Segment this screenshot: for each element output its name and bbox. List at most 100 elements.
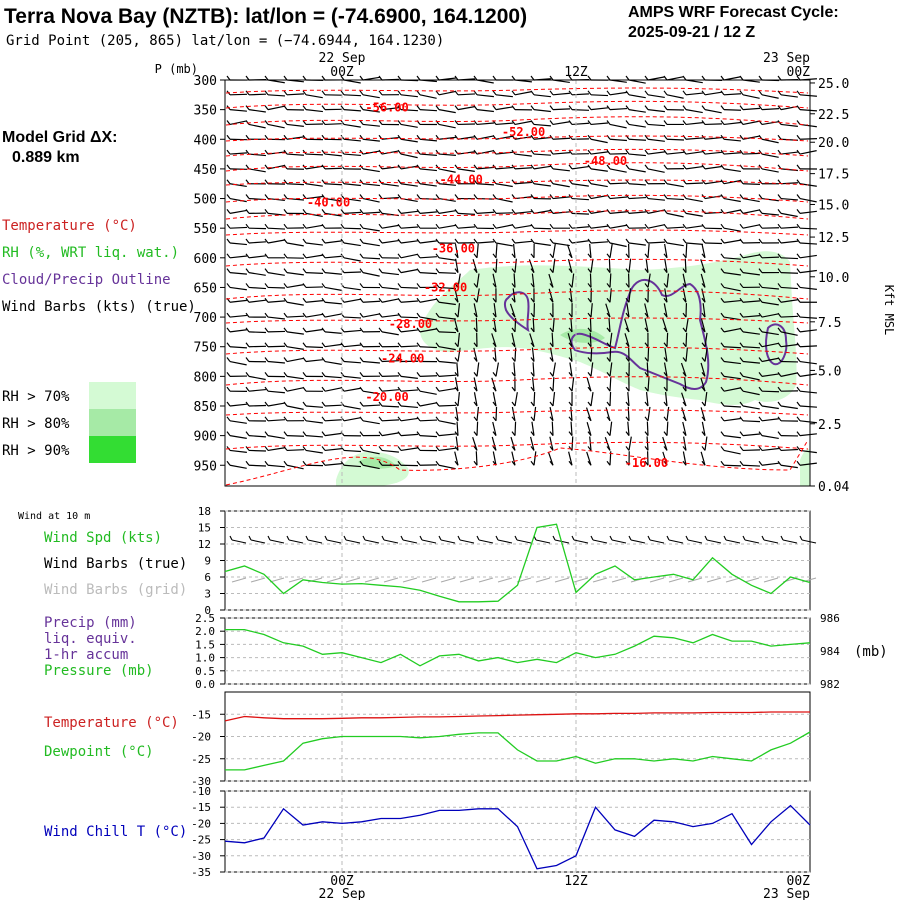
wind-barb-10m [479,540,493,543]
wind-barb-10m-flag [420,536,422,540]
wind-barb [306,347,323,348]
wind-barb-flag [398,254,401,258]
wind-barb-flag [778,432,781,436]
wind-barb-flag [740,76,743,80]
wind-barb-flag [702,239,705,243]
wind-barb-10m [384,540,398,543]
wind-barb-10m [536,540,550,543]
height-tick-label: 17.5 [818,168,849,183]
wind-barb [363,151,380,154]
legend-temperature-2m: Temperature (°C) [44,715,179,731]
wind-barb [439,110,456,113]
wind-barb [781,124,798,126]
wind-barb-10m [669,540,683,543]
wind-barb-flag [550,239,553,243]
wind-barb-10m [764,540,778,543]
wind-barb-flag [227,372,230,376]
wind-barb [800,270,817,272]
wind-barb [762,199,779,201]
wind-barb-flag [702,402,705,406]
wind-barb [762,419,779,421]
wind-barb [686,183,703,184]
pressure-tick-label: 800 [194,370,217,385]
wind-barb [800,255,817,257]
wind-barb [420,391,437,394]
legend-temperature: Temperature (°C) [2,218,137,234]
wind-barb [382,332,399,335]
wind-barb-grid [460,578,474,582]
wind-barb-flag [227,209,230,213]
wind-barb [325,433,342,435]
wind-barb [401,154,418,158]
wind-tick-label: 18 [198,505,211,518]
pressure-panel-frame [225,618,810,684]
wind-barb [800,317,817,318]
pressure-tick-label: 600 [194,252,217,267]
wind-barb-flag [645,106,648,110]
wind-barb-flag [227,195,230,199]
wind-barb [686,244,687,258]
wind-barb [268,436,285,439]
wind-barb [572,184,589,186]
wind-barb [610,197,627,199]
wind-barb [363,273,380,277]
wind-barb [648,95,665,98]
wind-barb [515,154,532,156]
wind-barb [800,151,817,154]
wind-barb [724,406,741,407]
wind-barb-grid [612,578,626,582]
wind-barb [590,333,591,347]
wind-barb-flag [664,195,667,199]
wind-barb [572,94,589,95]
wind-barb-10m [308,540,322,543]
wind-barb [667,213,684,216]
wind-barb [686,123,703,125]
wind-barb [439,225,456,228]
wind-barb [401,376,418,378]
wind-barb-flag [417,298,420,302]
wind-barb [287,332,304,334]
wind-barb [344,376,361,378]
wind-barb-flag [360,358,363,362]
wind-barb [629,110,646,113]
height-tick-label: 2.5 [818,418,841,433]
legend-wind-speed: Wind Spd (kts) [44,530,162,546]
wind-barb-flag [265,358,268,362]
temperature-contour-label: -28.00 [389,317,432,331]
wind-barb-flag [759,461,762,465]
wind-barb-flag [303,283,306,287]
wind-barb [325,256,342,258]
wind-barb [306,314,323,317]
wind-barb [548,452,553,465]
wind-barb-flag [417,254,420,258]
wind-barb [306,154,323,155]
wind-barb [439,332,456,333]
wind-barb-flag [493,372,496,376]
wind-barb-flag [379,239,382,243]
wind-barb [553,363,555,377]
wind-barb [705,110,722,113]
wind-barb [496,213,513,214]
pressure-tick-label: 450 [194,163,217,178]
wind-barb-flag [740,224,743,228]
wind-barb-flag [284,283,287,287]
wind-barb-10m-flag [458,536,460,540]
wind-barb-flag [246,343,249,347]
wind-barb-10m-flag [439,536,441,540]
wind-barb [230,184,247,187]
wind-barb [344,272,361,273]
wind-barb-10m-flag [515,536,517,540]
wind-barb-flag [284,387,287,391]
wind-barb-flag [227,283,230,287]
wind-barb [230,404,247,406]
wind-barb [230,330,247,332]
windchill-tick-label: -25 [191,834,211,847]
wind-barb-flag [645,120,648,124]
wind-barb [477,151,494,154]
wind-barb-flag [588,195,591,199]
wind-barb-flag [379,76,382,80]
wind-barb-flag [379,417,382,421]
wind-barb [230,153,247,154]
wind-barb-flag [227,313,230,317]
wind-barb [591,108,608,110]
